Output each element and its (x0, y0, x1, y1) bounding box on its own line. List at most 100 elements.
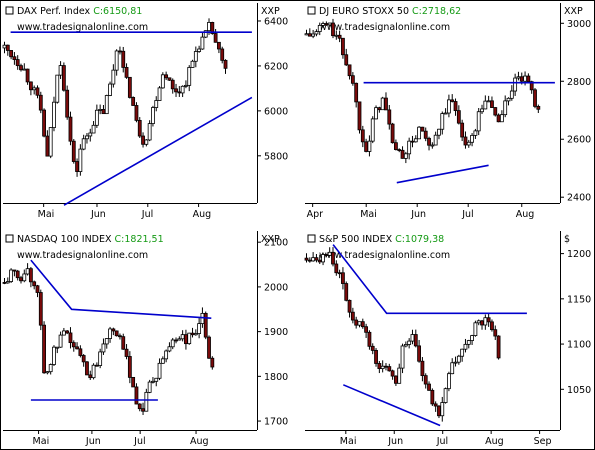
candle (223, 59, 228, 74)
collapse-box-icon (5, 234, 14, 243)
trend-line (332, 244, 527, 315)
candle-body (180, 85, 185, 94)
candle (447, 94, 451, 118)
candle (377, 361, 382, 374)
candle-body (364, 141, 369, 152)
candle-body (334, 263, 339, 274)
candle (134, 383, 139, 405)
candle (200, 32, 205, 50)
candle-body (131, 376, 136, 388)
candle-body (180, 334, 185, 340)
candle (187, 65, 192, 92)
candle (68, 327, 73, 349)
y-tick-label: 2400 (567, 193, 591, 204)
candle (427, 136, 431, 151)
candle-body (490, 100, 494, 108)
candle-body (400, 149, 405, 159)
candle (337, 269, 342, 279)
chart-title: S&P 500 INDEX C:1079,38 (319, 234, 444, 245)
candle (98, 348, 103, 369)
candle-body (493, 107, 498, 116)
candle (131, 96, 136, 106)
candle-body (423, 130, 428, 139)
candle-body (470, 134, 474, 143)
candle (91, 363, 96, 380)
candle-body (94, 364, 99, 367)
candle (15, 269, 20, 281)
candle-body (223, 59, 228, 69)
candle (407, 338, 412, 349)
candle-body (35, 285, 40, 293)
candle (147, 379, 152, 394)
candle-body (456, 110, 461, 124)
candle (314, 29, 319, 37)
candle-body (440, 402, 445, 417)
candle-body (2, 44, 7, 49)
candle-body (327, 251, 332, 256)
x-tick-label: Jun (90, 209, 106, 220)
candle-body (437, 128, 441, 136)
candle (94, 362, 99, 367)
candle (38, 289, 43, 331)
title-value: C:1821,51 (115, 234, 164, 245)
y-unit-label: XXP (261, 6, 280, 17)
candle (496, 335, 501, 360)
candle-body (134, 386, 139, 405)
candle-body (374, 107, 378, 120)
trend-line (63, 96, 253, 206)
candle (341, 37, 345, 59)
x-tick-label: Aug (516, 209, 535, 220)
candle (341, 267, 345, 290)
candle (400, 146, 405, 159)
candle (486, 312, 491, 327)
candle-body (164, 74, 169, 79)
candle (151, 105, 155, 127)
chart-panel-3: NASDAQ 100 INDEX C:1821,51 www.tradesigna… (2, 231, 288, 447)
candle (42, 108, 46, 138)
candle (75, 158, 79, 177)
candle-body (490, 321, 494, 331)
candle-body (131, 97, 136, 106)
candle (390, 369, 395, 380)
candle (503, 95, 508, 118)
candle (470, 334, 474, 346)
candle (197, 318, 202, 339)
candle-body (22, 273, 27, 282)
credit-text: www.tradesignalonline.com (17, 250, 148, 261)
candle (496, 113, 501, 123)
candle (536, 104, 541, 113)
candle (141, 132, 145, 148)
title-value: C:2718,62 (412, 6, 461, 17)
candle (463, 338, 468, 353)
chart-panel-4: S&P 500 INDEX C:1079,38 www.tradesignalon… (304, 231, 591, 447)
candle (207, 335, 211, 359)
candle-body (12, 269, 17, 272)
candle-body (417, 345, 421, 362)
candle (360, 318, 365, 329)
candle (157, 358, 162, 381)
candle (403, 151, 408, 164)
candle (187, 332, 192, 345)
candle-body (2, 282, 7, 284)
candle (423, 373, 428, 389)
candle-body (384, 97, 388, 111)
candle (456, 354, 461, 365)
candle (78, 144, 83, 176)
candle-body (68, 116, 73, 142)
x-tick-label: Jul (141, 209, 153, 220)
candle (19, 63, 23, 72)
candle (443, 387, 448, 404)
candle (357, 101, 362, 134)
candle (127, 351, 132, 384)
candle-body (78, 148, 83, 172)
candle-body (466, 141, 471, 146)
candle-body (111, 328, 116, 332)
candle (533, 88, 537, 109)
candle-body (170, 79, 175, 90)
candle-body (529, 81, 534, 91)
candle-body (187, 332, 192, 345)
candle-body (124, 67, 129, 78)
candle (197, 45, 202, 53)
candle-body (377, 107, 382, 111)
candle-body (374, 350, 378, 364)
